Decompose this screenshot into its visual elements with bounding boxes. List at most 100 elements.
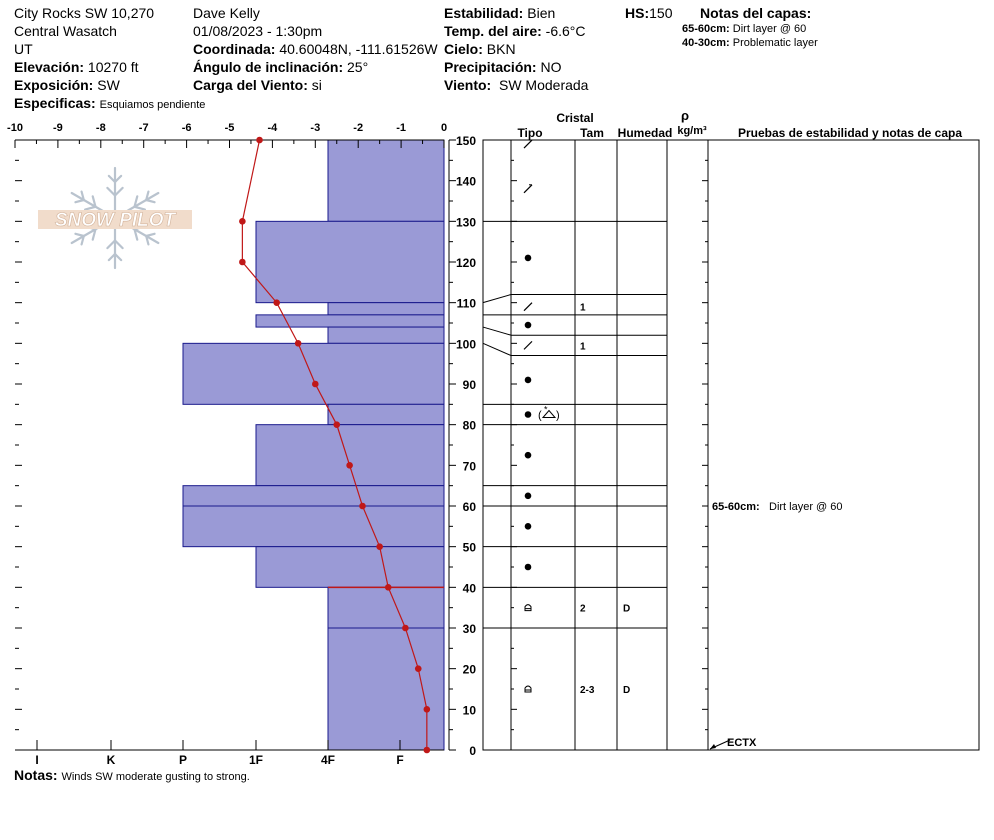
- slope-label: Ángulo de inclinación:: [193, 59, 344, 75]
- depth-tick-label: 100: [456, 337, 476, 351]
- layer-table: (*): [448, 139, 980, 751]
- rounded-grain-icon: [524, 254, 532, 262]
- slope-value: 25°: [347, 59, 369, 75]
- layer-note-1-range: 65-60cm:: [682, 23, 730, 35]
- depth-tick-label: 80: [463, 419, 477, 433]
- table-border: [482, 139, 980, 751]
- temp-tick-label: -6: [182, 122, 192, 134]
- moisture-value: D: [623, 685, 630, 696]
- layer-note-text: Dirt layer @ 60: [769, 501, 843, 513]
- flake-branch: [107, 174, 117, 184]
- depth-tick-label: 20: [463, 663, 477, 677]
- depth-tick-label: 60: [463, 500, 477, 514]
- hardness-tick-label: 1F: [249, 753, 263, 767]
- temp-point: [273, 299, 280, 306]
- depth-tick-label: 10: [463, 703, 477, 717]
- density-unit-header: kg/m³: [677, 125, 707, 137]
- layer-note-2-text: Problematic layer: [732, 37, 818, 49]
- hardness-tick-label: F: [396, 753, 403, 767]
- air-temp-row: Temp. del aire: -6.6°C: [444, 23, 586, 39]
- hardness-tick-label: K: [107, 753, 116, 767]
- crystal-size: 1: [580, 341, 586, 352]
- temp-tick-label: 0: [441, 122, 447, 134]
- snow-height-label: HS:: [625, 5, 650, 21]
- crystal-size: 1: [580, 303, 586, 314]
- wind-row: Viento: SW Moderada: [444, 77, 588, 93]
- decomposing-fragmented-icon: [523, 340, 533, 350]
- hardness-tick-label: I: [35, 753, 38, 767]
- test-pointer-head: [710, 744, 716, 749]
- aspect-label: Exposición:: [14, 77, 94, 93]
- stability-value: Bien: [527, 5, 556, 21]
- aspect-value: SW: [97, 77, 120, 93]
- depth-tick-label: 70: [463, 459, 477, 473]
- snowpilot-logo: SNOW PILOT: [38, 166, 192, 270]
- temp-point: [402, 624, 409, 632]
- temperature-profile: [239, 136, 431, 754]
- flake-branch: [145, 190, 150, 202]
- depth-tick-label: 130: [456, 215, 476, 229]
- elevation-label: Elevación:: [14, 59, 85, 75]
- temp-point: [239, 258, 246, 266]
- rounded-grain-icon: [524, 523, 532, 530]
- location-name: City Rocks SW 10,270: [14, 5, 155, 21]
- flake-branch: [145, 198, 156, 204]
- mountain-range: Central Wasatch: [14, 23, 117, 39]
- moisture-header: Humedad: [618, 126, 673, 140]
- sky-label: Cielo:: [444, 41, 483, 57]
- elevation-row: Elevación: 10270 ft: [14, 59, 139, 75]
- precipitation-particles-icon: [523, 139, 533, 149]
- specifics-row: Especificas: Esquiamos pendiente: [14, 95, 205, 113]
- hardness-bar: [327, 326, 445, 344]
- depth-tick-label: 90: [463, 378, 477, 392]
- hardness-bar: [327, 139, 445, 222]
- depth-tick-label: 110: [457, 297, 477, 311]
- logo-banner: [38, 210, 192, 229]
- size-header: Tam: [580, 126, 604, 140]
- moisture-value: D: [623, 604, 630, 615]
- notes-text: Winds SW moderate gusting to strong.: [61, 771, 250, 783]
- rounded-grain-icon: [524, 492, 532, 500]
- temp-tick-label: -9: [53, 122, 63, 134]
- rounded-grain-icon: [524, 321, 532, 329]
- sky-value: BKN: [486, 41, 516, 57]
- layer-notes-title: Notas del capas:: [700, 5, 812, 21]
- temp-point: [423, 706, 431, 713]
- flake-branch: [74, 232, 85, 238]
- temp-tick-label: -3: [310, 122, 320, 134]
- wind-load-value: si: [311, 77, 322, 93]
- rho-header: ρ: [681, 108, 689, 123]
- specifics-label: Especificas:: [14, 95, 96, 111]
- hardness-bars: [182, 139, 445, 751]
- faceting-paren-close: ): [556, 410, 560, 422]
- layer-note-2: 40-30cm: Problematic layer: [682, 37, 818, 50]
- hardness-bar: [255, 424, 445, 487]
- hardness-bar: [255, 546, 445, 588]
- crystal-size: 2: [580, 604, 586, 615]
- flake-branch: [83, 205, 97, 211]
- depth-tick-label: 150: [456, 134, 476, 148]
- hardness-bar: [327, 586, 445, 629]
- flake-branch: [113, 174, 123, 184]
- type-header: Tipo: [517, 126, 542, 140]
- faceting-paren-open: (: [538, 410, 542, 422]
- layer-connector: [482, 326, 512, 336]
- hardness-bar: [327, 627, 445, 751]
- faceted-crystal-icon: [541, 409, 557, 418]
- chart-labels: -10 -9 -8 -7 -6 -5 -4 -3 -2 -1 0I K P 1F 4F F1501401301…: [7, 108, 962, 767]
- stability-row: Estabilidad: Bien: [444, 5, 555, 21]
- temp-tick-label: -1: [396, 122, 406, 134]
- temp-point: [312, 380, 319, 388]
- rounded-grain-icon: [524, 451, 532, 459]
- rounded-grain-icon: [524, 411, 532, 418]
- observer-name: Dave Kelly: [193, 5, 260, 21]
- depth-tick-label: 0: [469, 744, 476, 758]
- temp-point: [239, 218, 246, 225]
- flake-branch: [107, 252, 117, 262]
- temp-tick-label: -2: [353, 122, 363, 134]
- flake-branch: [113, 252, 123, 262]
- temp-tick-label: -10: [7, 122, 23, 134]
- slope-row: Ángulo de inclinación: 25°: [193, 59, 368, 75]
- flake-branch: [74, 198, 85, 204]
- hardness-bar: [327, 403, 445, 426]
